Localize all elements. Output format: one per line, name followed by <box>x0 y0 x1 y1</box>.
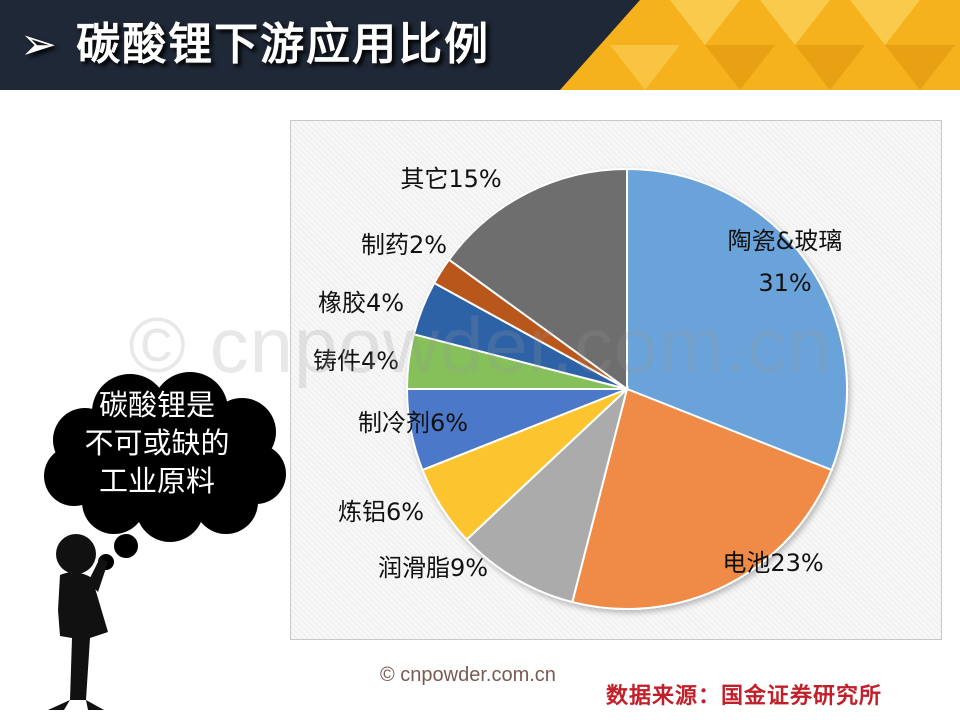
thought-cloud <box>44 372 286 570</box>
pie-label-7: 橡胶4% <box>318 289 404 317</box>
pie-label-9: 其它15% <box>400 165 501 193</box>
thought-line: 碳酸锂是 <box>98 388 215 422</box>
header-accent-pattern <box>560 0 960 90</box>
copyright-notice: © cnpowder.com.cn <box>380 664 556 686</box>
pie-labels: 陶瓷&玻璃 31% 电池23% 润滑脂9% 炼铝6% 制冷剂6% 铸件4% 橡胶4% 制药2% 其… <box>313 165 842 582</box>
thought-line: 不可或缺的 <box>84 426 230 460</box>
page-title: ➢ 碳酸锂下游应用比例 <box>20 19 491 70</box>
data-source: 数据来源：国金证券研究所 <box>606 683 883 709</box>
pie-slice-3 <box>465 385 629 604</box>
pie-label-4: 炼铝6% <box>338 498 424 526</box>
thought-line: 工业原料 <box>98 464 215 498</box>
person-silhouette <box>48 534 108 710</box>
pie-label-2: 电池23% <box>722 549 823 577</box>
header-bar: ➢ 碳酸锂下游应用比例 <box>0 0 960 90</box>
pie-chart-frame: 陶瓷&玻璃 31% 电池23% 润滑脂9% 炼铝6% 制冷剂6% 铸件4% 橡胶4% 制药2% 其… <box>290 120 942 640</box>
pie-label-8: 制药2% <box>361 231 447 259</box>
thinking-person-illustration <box>44 372 286 710</box>
pie-chart: 陶瓷&玻璃 31% 电池23% 润滑脂9% 炼铝6% 制冷剂6% 铸件4% 橡胶4% 制药2% 其… <box>313 165 848 610</box>
pie-slice-2 <box>571 387 833 610</box>
pie-label-5: 制冷剂6% <box>358 409 468 437</box>
pie-slices <box>405 167 848 610</box>
thought-bubble-text: 碳酸锂是 不可或缺的 工业原料 <box>68 386 246 500</box>
pie-slice-1 <box>626 167 848 472</box>
pie-label-6: 铸件4% <box>313 347 399 375</box>
header-decoration <box>560 0 960 90</box>
pie-label-1: 陶瓷&玻璃 31% <box>728 227 843 297</box>
pie-label-3: 润滑脂9% <box>378 554 488 582</box>
pie-slice-9 <box>447 167 628 391</box>
